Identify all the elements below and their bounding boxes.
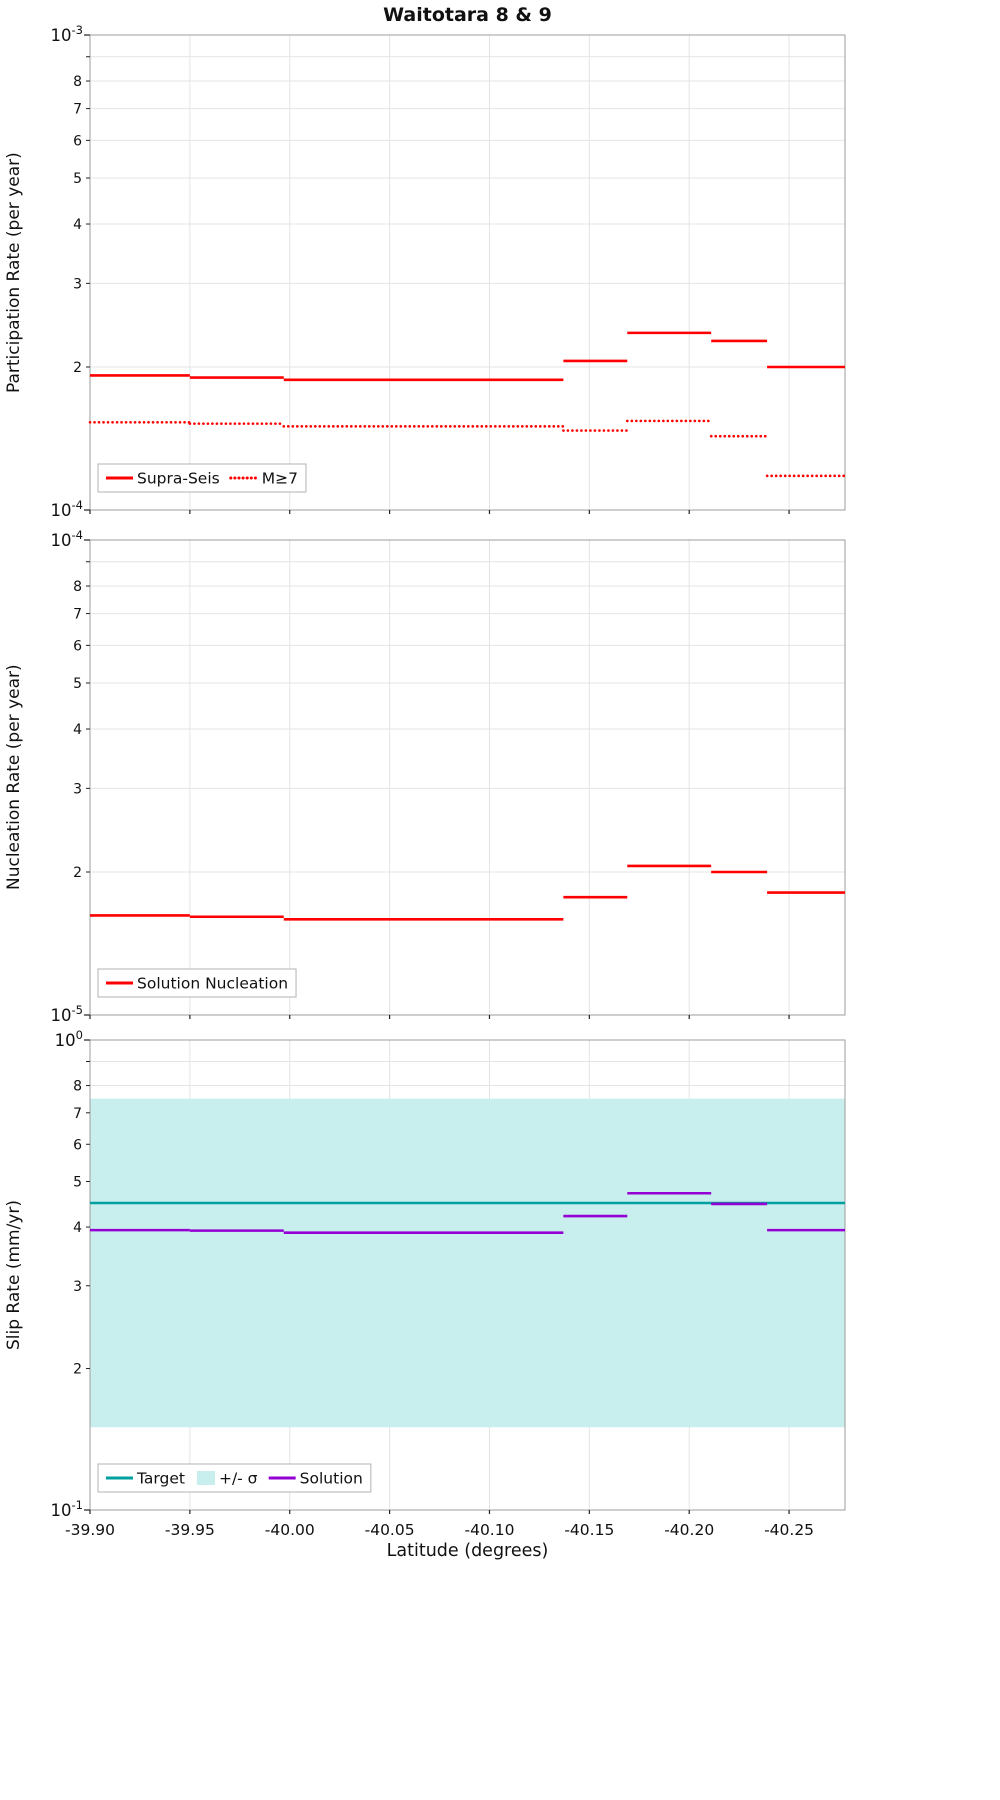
y-minor-tick-label: 5 xyxy=(73,676,82,692)
y-minor-tick-label: 2 xyxy=(73,865,82,881)
y-minor-tick-label: 6 xyxy=(73,638,82,654)
y-minor-tick-label: 8 xyxy=(73,74,82,90)
legend-label: Target xyxy=(136,1470,185,1488)
x-axis-label: Latitude (degrees) xyxy=(386,1541,549,1561)
axis-ticks: -39.90 -39.95 -40.00 -40.05 -40.10 -40.15 -40.… xyxy=(51,1028,815,1539)
y-major-tick-label: 10-1 xyxy=(51,1498,83,1520)
panel-slip-rate: -39.90 -39.95 -40.00 -40.05 -40.10 -40.15 -40.… xyxy=(51,1028,846,1539)
plot-frame xyxy=(89,34,846,511)
y-minor-tick-label: 7 xyxy=(73,102,82,118)
y-minor-tick-label: 7 xyxy=(73,1106,82,1122)
series-m-7 xyxy=(88,419,847,478)
y-minor-tick-label: 3 xyxy=(73,276,82,292)
x-tick-label: -40.20 xyxy=(664,1521,714,1539)
x-tick-label: -40.10 xyxy=(464,1521,514,1539)
y-minor-tick-label: 6 xyxy=(73,133,82,149)
y-major-tick-label: 10-5 xyxy=(51,1003,83,1025)
series-supra-seis xyxy=(90,331,845,382)
y-major-tick-label: 10-3 xyxy=(51,23,83,45)
legend-label: +/- σ xyxy=(219,1470,258,1488)
y-minor-tick-label: 4 xyxy=(73,217,82,233)
axis-ticks: 10-3 10-4 2 3 4 5 6 7 8 xyxy=(51,23,790,520)
legend-swatch-patch xyxy=(196,1471,215,1485)
y-minor-tick-label: 7 xyxy=(73,607,82,623)
plot-frame xyxy=(89,539,846,1016)
y-major-tick-label: 10-4 xyxy=(51,528,83,550)
axis-ticks: 10-4 10-5 2 3 4 5 6 7 8 xyxy=(51,528,790,1025)
x-tick-label: -40.00 xyxy=(265,1521,315,1539)
legend: Target +/- σ Solution xyxy=(97,1463,372,1493)
chart-title: Waitotara 8 & 9 xyxy=(383,4,552,26)
x-tick-label: -40.05 xyxy=(365,1521,415,1539)
y-minor-tick-label: 2 xyxy=(73,1362,82,1378)
x-tick-label: -39.95 xyxy=(165,1521,215,1539)
gridlines xyxy=(89,35,845,510)
y-minor-tick-label: 3 xyxy=(73,781,82,797)
x-tick-label: -40.25 xyxy=(764,1521,814,1539)
y-minor-tick-label: 3 xyxy=(73,1279,82,1295)
y-major-tick-label: 10-4 xyxy=(51,498,83,520)
series-solution xyxy=(90,1191,845,1235)
y-minor-tick-label: 4 xyxy=(73,722,82,738)
y-minor-tick-label: 5 xyxy=(73,171,82,187)
panel-participation: 10-3 10-4 2 3 4 5 6 7 8 Supra-Seis M≥7 xyxy=(51,23,847,520)
legend-label: Solution Nucleation xyxy=(137,975,288,993)
legend-label: Solution xyxy=(300,1470,363,1488)
y-minor-tick-label: 8 xyxy=(73,579,82,595)
y-minor-tick-label: 8 xyxy=(73,1079,82,1095)
y-minor-tick-label: 6 xyxy=(73,1137,82,1153)
legend: Supra-Seis M≥7 xyxy=(97,463,307,493)
y-minor-tick-label: 5 xyxy=(73,1174,82,1190)
y-minor-tick-label: 2 xyxy=(73,360,82,376)
plot-frame xyxy=(89,1039,846,1511)
legend-label: M≥7 xyxy=(262,470,298,488)
legend-box xyxy=(97,1463,372,1493)
x-tick-label: -39.90 xyxy=(65,1521,115,1539)
uncertainty-band xyxy=(90,1098,845,1428)
y-major-tick-label: 100 xyxy=(55,1028,83,1050)
y-minor-tick-label: 4 xyxy=(73,1220,82,1236)
legend: Solution Nucleation xyxy=(97,968,297,998)
x-tick-label: -40.15 xyxy=(564,1521,614,1539)
gridlines xyxy=(89,540,845,1015)
panel-nucleation: 10-4 10-5 2 3 4 5 6 7 8 Solution Nucleation xyxy=(51,528,846,1025)
series-solution-nucleation xyxy=(90,864,845,921)
legend-label: Supra-Seis xyxy=(137,470,220,488)
